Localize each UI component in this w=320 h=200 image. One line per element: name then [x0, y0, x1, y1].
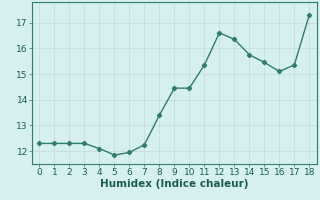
X-axis label: Humidex (Indice chaleur): Humidex (Indice chaleur) — [100, 179, 249, 189]
